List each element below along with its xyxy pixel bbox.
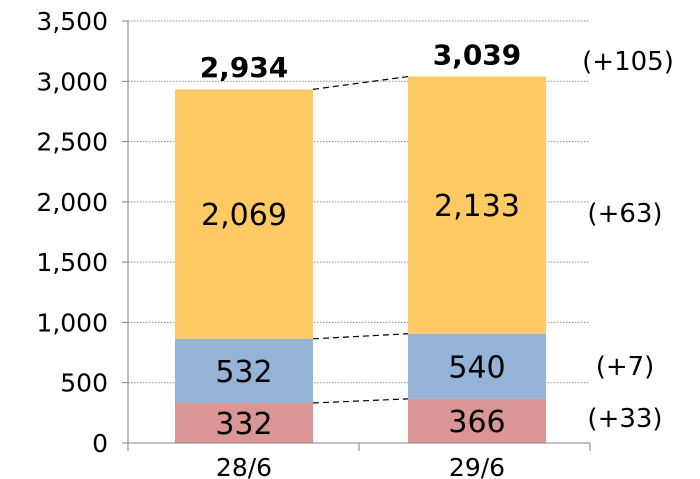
- x-tick-label: 28/6: [216, 453, 272, 479]
- bar-segment: [408, 333, 546, 399]
- total-value-label: 3,039: [433, 39, 522, 72]
- y-tick-label: 500: [60, 369, 108, 398]
- bar-segment: [408, 398, 546, 443]
- segment-value-label: 532: [215, 355, 272, 390]
- connector-line: [312, 398, 409, 404]
- bar-segment: [175, 338, 313, 403]
- bar-segment: [408, 76, 546, 334]
- y-tick-label: 1,000: [36, 308, 108, 337]
- bar-segment: [175, 89, 313, 339]
- connector-lines: [312, 75, 409, 404]
- segment-value-label: 2,133: [434, 189, 520, 224]
- y-tick-label: 3,000: [36, 67, 108, 96]
- segment-value-label: 540: [448, 350, 505, 385]
- labels: 0 500 1,000 1,500 2,000 2,500 3,000 3,500 332 532…: [36, 7, 673, 479]
- change-label: (+7): [596, 352, 655, 382]
- connector-line: [312, 75, 409, 90]
- change-label: (+63): [587, 199, 662, 229]
- connector-line: [312, 333, 409, 340]
- segment-value-label: 366: [448, 405, 505, 440]
- y-tick-label: 2,000: [36, 188, 108, 217]
- bars: [175, 76, 546, 443]
- y-tick-label: 1,500: [36, 248, 108, 277]
- axes: [122, 20, 591, 451]
- x-tick-label: 29/6: [449, 453, 505, 479]
- bar-segment: [175, 402, 313, 443]
- segment-value-label: 332: [215, 407, 272, 442]
- change-label: (+33): [587, 404, 662, 434]
- segment-value-label: 2,069: [201, 198, 287, 233]
- total-change-label: (+105): [582, 47, 674, 77]
- y-tick-label: 2,500: [36, 128, 108, 157]
- total-value-label: 2,934: [200, 51, 289, 84]
- y-tick-label: 0: [92, 429, 108, 458]
- y-tick-label: 3,500: [36, 7, 108, 36]
